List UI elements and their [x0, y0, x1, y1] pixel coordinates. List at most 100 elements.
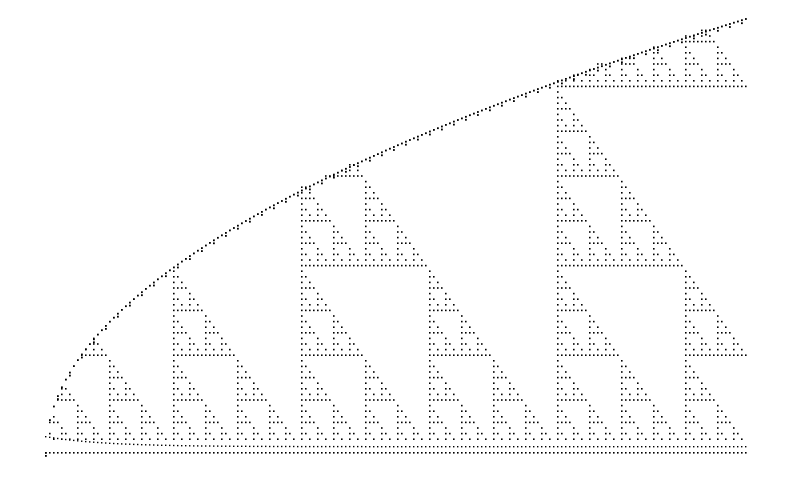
dot [273, 452, 275, 454]
dot [629, 220, 631, 222]
dot [569, 264, 571, 267]
dot [725, 57, 727, 60]
dot [189, 258, 191, 260]
dot [485, 108, 487, 110]
dot [177, 263, 179, 266]
dot [357, 175, 359, 177]
dot [525, 438, 527, 440]
dot [585, 73, 587, 76]
dot [457, 119, 459, 121]
dot [125, 393, 127, 396]
dot [317, 452, 319, 454]
dot [593, 152, 595, 155]
dot [661, 446, 663, 448]
dot [717, 438, 719, 440]
dot [637, 438, 639, 440]
dot [109, 421, 111, 424]
dot [693, 85, 695, 88]
dot [445, 427, 447, 429]
dot [301, 214, 303, 216]
dot [305, 242, 307, 244]
dot [721, 320, 723, 323]
dot [573, 80, 575, 82]
dot [565, 354, 567, 356]
dot [717, 320, 719, 323]
dot [677, 264, 679, 267]
dot [137, 399, 139, 401]
dot [717, 421, 719, 424]
dot [77, 427, 79, 429]
dot [593, 242, 595, 244]
dot [333, 348, 335, 351]
dot [333, 173, 335, 176]
dot [369, 156, 371, 159]
dot [557, 180, 559, 183]
dot [561, 152, 563, 155]
dot [181, 452, 183, 454]
dot [129, 399, 131, 401]
dot [345, 170, 347, 173]
dot [433, 320, 435, 323]
dot [237, 399, 239, 401]
dot [121, 443, 123, 445]
dot [381, 264, 383, 267]
dot [321, 309, 323, 312]
dot [429, 354, 431, 356]
dot [373, 236, 375, 239]
dot [429, 281, 431, 284]
dot [209, 432, 211, 435]
dot [357, 445, 359, 448]
dot [557, 446, 559, 448]
dot [301, 248, 303, 250]
dot [469, 438, 471, 440]
dot [645, 80, 647, 82]
dot [729, 421, 731, 424]
dot [189, 348, 191, 351]
dot [229, 348, 231, 351]
dot [565, 438, 567, 440]
dot [249, 220, 251, 223]
dot [193, 445, 195, 447]
dot [173, 266, 175, 269]
dot [173, 365, 175, 368]
dot [361, 264, 363, 267]
dot [657, 46, 659, 49]
dot [685, 332, 687, 334]
dot [97, 343, 99, 345]
dot [185, 445, 187, 447]
dot [213, 445, 215, 447]
dot [657, 242, 659, 244]
dot [685, 63, 687, 65]
dot [173, 298, 175, 300]
dot [429, 348, 431, 351]
dot [197, 393, 199, 396]
dot [601, 85, 603, 88]
dot [325, 259, 327, 261]
dot [433, 432, 435, 435]
dot [637, 427, 639, 429]
dot [621, 410, 623, 412]
dot [741, 452, 743, 454]
dot [641, 220, 643, 222]
dot [557, 326, 559, 328]
dot [369, 365, 371, 368]
dot [729, 446, 731, 448]
dot [385, 253, 387, 256]
dot [441, 128, 443, 131]
dot [629, 63, 631, 65]
dot [641, 74, 643, 76]
dot [121, 399, 123, 401]
dot [685, 371, 687, 373]
dot [297, 194, 299, 197]
dot [437, 371, 439, 373]
dot [537, 452, 539, 454]
dot [565, 332, 567, 334]
dot [413, 248, 415, 250]
dot [257, 213, 259, 215]
dot [333, 264, 335, 267]
dot [589, 427, 591, 429]
dot [729, 332, 731, 334]
dot [729, 63, 731, 65]
dot [369, 208, 371, 211]
dot [317, 393, 319, 396]
